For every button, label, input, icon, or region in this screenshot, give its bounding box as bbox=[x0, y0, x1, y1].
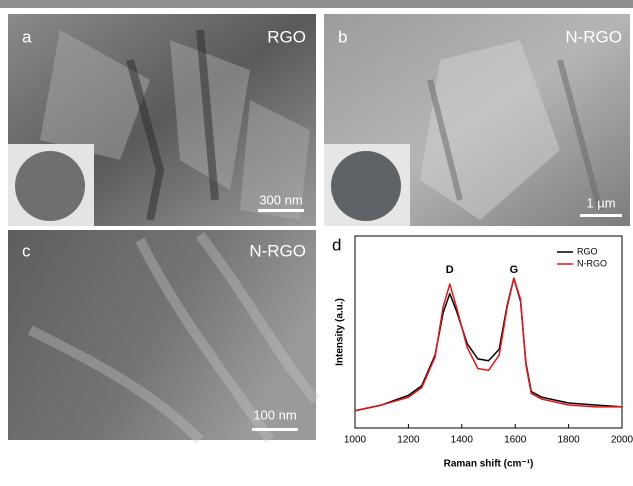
peak-label: G bbox=[510, 264, 519, 276]
panel-letter: c bbox=[22, 241, 31, 260]
panel-letter: b bbox=[338, 27, 347, 46]
peak-label: D bbox=[446, 264, 454, 276]
series-line bbox=[355, 278, 622, 410]
legend-label: N-RGO bbox=[577, 258, 607, 268]
x-tick-label: 1000 bbox=[344, 435, 367, 446]
x-axis-label: Raman shift (cm⁻¹) bbox=[444, 459, 534, 470]
x-tick-label: 1400 bbox=[451, 435, 474, 446]
y-axis-label: Intensity (a.u.) bbox=[335, 298, 346, 366]
panel-label: RGO bbox=[267, 27, 306, 46]
scale-bar-label: 100 nm bbox=[253, 407, 296, 422]
panel-letter: d bbox=[332, 235, 341, 254]
figure: a RGO 300 nm b N-RGO 1 µm c N-RGO 100 nm… bbox=[0, 0, 633, 481]
series-line bbox=[355, 278, 622, 410]
x-tick-label: 2000 bbox=[611, 435, 633, 446]
legend-label: RGO bbox=[577, 246, 598, 256]
top-bar bbox=[0, 0, 633, 8]
scale-bar-label: 1 µm bbox=[586, 195, 615, 210]
x-tick-label: 1200 bbox=[397, 435, 420, 446]
x-tick-label: 1800 bbox=[557, 435, 580, 446]
x-tick-label: 1600 bbox=[504, 435, 527, 446]
panel-label: N-RGO bbox=[565, 27, 622, 46]
scale-bar-label: 300 nm bbox=[259, 192, 302, 207]
panel-letter: a bbox=[22, 27, 32, 46]
panel-label: N-RGO bbox=[249, 241, 306, 260]
